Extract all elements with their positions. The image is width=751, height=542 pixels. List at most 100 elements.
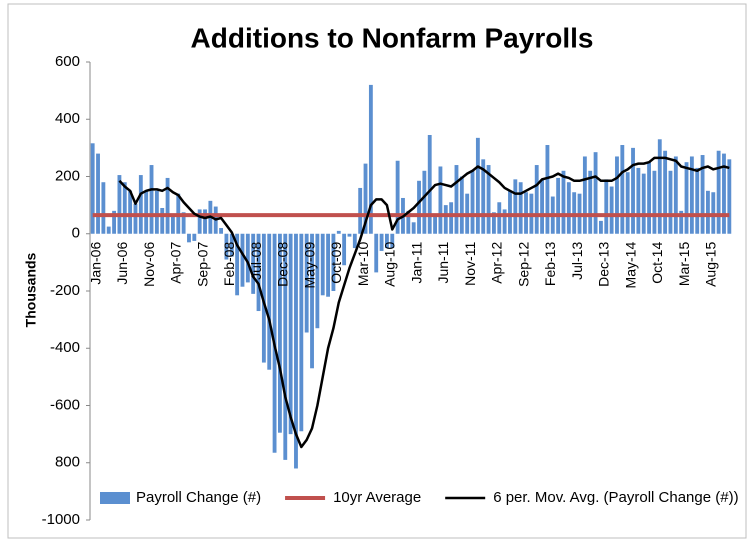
bar xyxy=(181,212,186,234)
bar xyxy=(277,233,282,433)
bar xyxy=(128,190,133,234)
x-tick-label: Sep-12 xyxy=(515,242,531,287)
bar xyxy=(572,192,577,234)
x-tick-label: May-09 xyxy=(301,242,317,289)
bar xyxy=(427,134,432,234)
bar xyxy=(486,165,491,234)
bar xyxy=(379,233,384,251)
bar xyxy=(679,210,684,234)
bar xyxy=(101,182,106,234)
y-tick-label: 200 xyxy=(55,167,80,184)
bar xyxy=(700,155,705,234)
bar xyxy=(390,233,395,249)
y-tick-label: 400 xyxy=(55,110,80,127)
bar xyxy=(722,153,726,234)
x-tick-label: Apr-07 xyxy=(168,242,184,284)
bar xyxy=(620,145,625,234)
bar xyxy=(556,177,561,234)
bar xyxy=(112,210,117,234)
x-tick-label: Mar-10 xyxy=(355,242,371,287)
legend-label: 6 per. Mov. Avg. (Payroll Change (#)) xyxy=(493,489,738,506)
bar xyxy=(513,179,518,234)
bar xyxy=(187,233,191,243)
bar xyxy=(90,143,95,234)
x-tick-label: May-14 xyxy=(622,242,638,289)
bar xyxy=(647,162,652,234)
bar xyxy=(470,170,475,234)
bar xyxy=(534,165,539,234)
x-tick-label: Oct-14 xyxy=(649,242,665,284)
bar xyxy=(219,228,224,234)
bar xyxy=(491,212,496,234)
y-axis-label: Thousands xyxy=(23,252,39,327)
x-tick-label: Jan-06 xyxy=(87,242,103,285)
bar xyxy=(165,177,170,234)
bar xyxy=(352,233,357,249)
bar xyxy=(294,233,298,469)
chart-title: Additions to Nonfarm Payrolls xyxy=(191,22,594,53)
bar xyxy=(609,186,614,234)
bar xyxy=(96,153,100,234)
bar xyxy=(593,152,598,234)
bar xyxy=(417,180,421,234)
bar xyxy=(358,187,363,234)
bar xyxy=(443,205,448,234)
bar xyxy=(299,233,304,432)
y-tick-label: -1000 xyxy=(42,511,80,528)
x-tick-label: Mar-15 xyxy=(676,242,692,287)
bar xyxy=(144,190,149,234)
x-tick-label: Apr-12 xyxy=(489,242,505,284)
bar xyxy=(695,167,700,234)
bar xyxy=(149,165,154,234)
bar xyxy=(342,233,347,266)
x-tick-label: Aug-15 xyxy=(703,242,719,287)
bar xyxy=(689,156,694,234)
bar xyxy=(245,233,250,283)
y-tick-label: -200 xyxy=(50,282,80,299)
x-tick-label: Jun-06 xyxy=(114,242,130,285)
x-tick-label: Jul-08 xyxy=(248,242,264,280)
bar xyxy=(160,207,165,234)
bar xyxy=(716,150,721,234)
x-tick-label: Dec-08 xyxy=(275,242,291,287)
bar xyxy=(406,210,411,234)
bar xyxy=(331,233,336,291)
bar xyxy=(267,233,272,370)
x-tick-label: Jan-11 xyxy=(408,242,424,284)
legend-label: 10yr Average xyxy=(333,489,421,506)
bar xyxy=(384,233,389,249)
bar xyxy=(508,190,512,234)
bar xyxy=(368,84,373,234)
bar xyxy=(497,202,502,234)
x-tick-label: Jul-13 xyxy=(569,242,585,280)
bar xyxy=(133,203,138,234)
bar xyxy=(304,233,309,333)
bar xyxy=(540,179,545,234)
bar xyxy=(310,233,314,369)
bar xyxy=(711,192,716,234)
bar xyxy=(122,182,127,234)
bar xyxy=(636,167,641,234)
bar xyxy=(518,182,523,234)
x-tick-label: Feb-08 xyxy=(221,242,237,287)
y-tick-label: 600 xyxy=(55,53,80,70)
x-tick-label: Nov-11 xyxy=(462,242,478,286)
bar xyxy=(411,222,416,234)
bar xyxy=(481,159,486,234)
bar xyxy=(395,160,400,234)
bar xyxy=(117,175,122,234)
bar xyxy=(203,209,207,234)
bar xyxy=(315,233,320,329)
bar xyxy=(235,233,240,296)
bar xyxy=(240,233,245,287)
bar xyxy=(502,209,507,234)
bar xyxy=(449,202,454,234)
bar xyxy=(363,163,368,234)
bar xyxy=(561,170,566,234)
bar xyxy=(336,230,341,234)
bar xyxy=(347,233,352,237)
bar xyxy=(727,159,732,234)
y-tick-label: 0 xyxy=(72,225,80,242)
